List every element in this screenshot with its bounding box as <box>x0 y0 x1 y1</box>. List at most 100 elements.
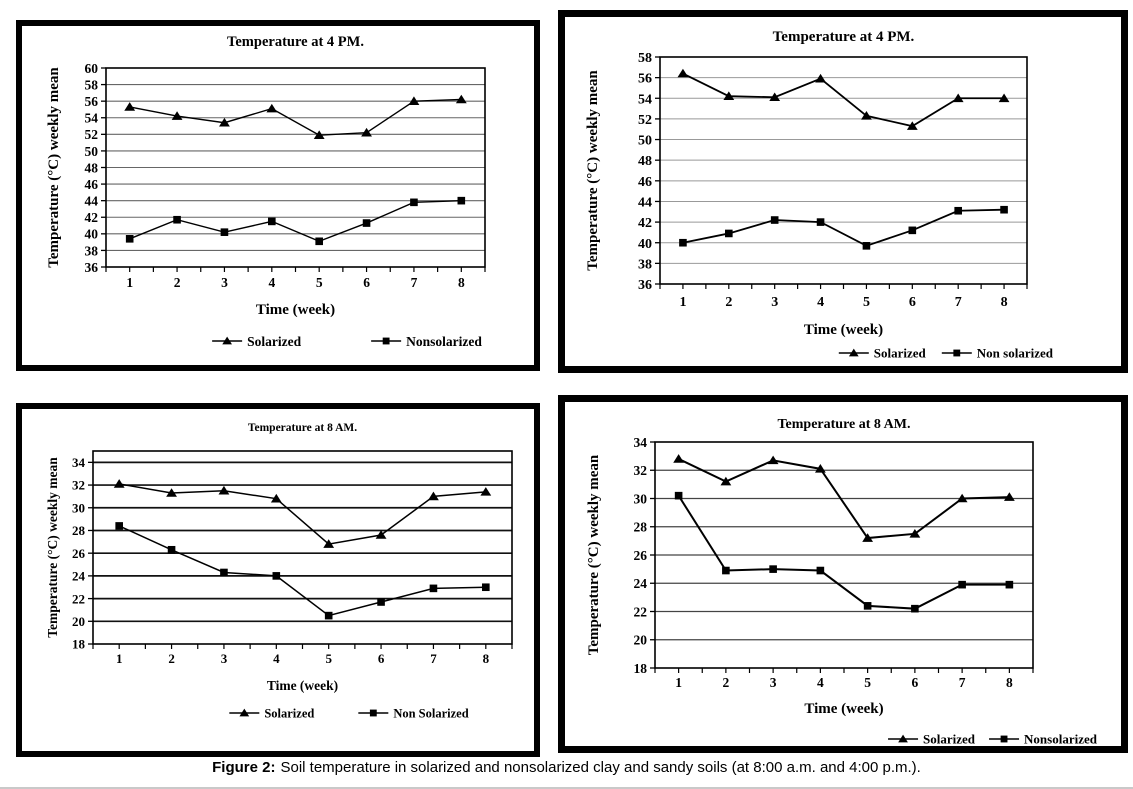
svg-text:Solarized: Solarized <box>874 346 927 361</box>
svg-text:7: 7 <box>411 275 418 290</box>
svg-text:Time (week): Time (week) <box>804 322 883 338</box>
svg-text:6: 6 <box>909 295 916 310</box>
svg-text:Temperature (°C) weekly mean: Temperature (°C) weekly mean <box>45 457 60 638</box>
x-axis: 1 2 3 4 5 6 7 8 <box>659 284 1028 310</box>
svg-text:30: 30 <box>634 491 648 506</box>
svg-text:30: 30 <box>72 500 85 515</box>
svg-text:40: 40 <box>85 227 99 242</box>
svg-text:8: 8 <box>483 651 490 666</box>
svg-text:6: 6 <box>363 275 370 290</box>
svg-text:Solarized: Solarized <box>264 707 314 721</box>
svg-text:18: 18 <box>72 637 86 652</box>
y-axis-title: Temperature (°C) weekly mean <box>46 67 62 268</box>
svg-text:52: 52 <box>85 127 99 142</box>
svg-text:6: 6 <box>378 651 385 666</box>
page-bottom-divider <box>0 787 1133 789</box>
figure-caption-text: Soil temperature in solarized and nonsol… <box>280 759 921 776</box>
svg-text:Temperature at 4 PM.: Temperature at 4 PM. <box>773 29 915 45</box>
svg-text:Temperature (°C) weekly mean: Temperature (°C) weekly mean <box>585 70 601 271</box>
legend: Solarized Non solarized <box>838 346 1054 361</box>
svg-text:32: 32 <box>634 463 648 478</box>
gridlines <box>93 461 512 623</box>
svg-text:42: 42 <box>638 216 652 231</box>
svg-text:4: 4 <box>817 295 824 310</box>
svg-text:Temperature at 8 AM.: Temperature at 8 AM. <box>248 422 357 434</box>
figure-panel-top-left: 36 38 40 42 44 46 48 50 52 54 56 58 60 1 2 3 4 5 6 7 8 Temper… <box>16 20 540 371</box>
y-axis-title: Temperature (°C) weekly mean <box>586 454 602 655</box>
svg-text:5: 5 <box>316 275 323 290</box>
svg-text:34: 34 <box>634 435 648 450</box>
figure-caption-label: Figure 2: <box>212 759 276 776</box>
svg-text:44: 44 <box>85 194 99 209</box>
svg-text:58: 58 <box>638 51 652 66</box>
x-axis: 1 2 3 4 5 6 7 8 <box>654 668 1034 690</box>
svg-text:Solarized: Solarized <box>923 732 976 746</box>
svg-text:5: 5 <box>864 675 871 690</box>
svg-text:4: 4 <box>273 651 280 666</box>
svg-text:6: 6 <box>912 675 919 690</box>
svg-text:Nonsolarized: Nonsolarized <box>1024 732 1098 746</box>
x-axis-title: Time (week) <box>256 302 335 318</box>
y-axis: 36 38 40 42 44 46 48 50 52 54 56 58 <box>638 51 660 293</box>
svg-text:4: 4 <box>817 675 824 690</box>
svg-text:3: 3 <box>770 675 777 690</box>
figure-caption: Figure 2: Soil temperature in solarized a… <box>0 759 1133 776</box>
svg-text:24: 24 <box>72 569 86 584</box>
svg-text:42: 42 <box>85 210 99 225</box>
svg-text:60: 60 <box>85 61 99 76</box>
series-nonsolarized <box>125 196 466 246</box>
svg-text:34: 34 <box>72 455 86 470</box>
svg-text:26: 26 <box>634 548 648 563</box>
svg-text:7: 7 <box>959 675 966 690</box>
svg-text:2: 2 <box>725 295 732 310</box>
svg-text:Temperature (°C) weekly mean: Temperature (°C) weekly mean <box>586 454 602 655</box>
svg-text:22: 22 <box>72 591 85 606</box>
series-nonsolarized <box>674 491 1014 613</box>
svg-text:48: 48 <box>638 154 652 169</box>
series-non-solarized <box>679 205 1008 250</box>
svg-text:18: 18 <box>634 661 648 676</box>
legend: Solarized Non Solarized <box>229 707 469 721</box>
svg-text:8: 8 <box>1006 675 1013 690</box>
x-axis-title: Time (week) <box>804 322 883 338</box>
svg-text:20: 20 <box>634 633 648 648</box>
y-axis-title: Temperature (°C) weekly mean <box>585 70 601 271</box>
svg-text:46: 46 <box>638 175 652 190</box>
svg-text:22: 22 <box>634 604 648 619</box>
svg-text:2: 2 <box>723 675 730 690</box>
svg-text:58: 58 <box>85 77 99 92</box>
x-axis: 1 2 3 4 5 6 7 8 <box>92 644 513 666</box>
plot-border <box>659 56 1028 285</box>
series-non-solarized <box>115 522 490 620</box>
svg-text:4: 4 <box>268 275 275 290</box>
series-solarized <box>113 479 492 548</box>
svg-text:54: 54 <box>85 111 99 126</box>
svg-text:8: 8 <box>1001 295 1008 310</box>
figure-panel-bottom-left: 18 20 22 24 26 28 30 32 34 1 2 3 4 5 6 7 8 Temperature at… <box>16 403 540 757</box>
svg-text:Nonsolarized: Nonsolarized <box>406 334 482 349</box>
chart-title: Temperature at 8 AM. <box>248 422 357 434</box>
svg-text:Temperature at 4 PM.: Temperature at 4 PM. <box>227 34 364 50</box>
svg-text:7: 7 <box>430 651 437 666</box>
svg-text:56: 56 <box>638 72 652 87</box>
x-axis: 1 2 3 4 5 6 7 8 <box>105 267 486 290</box>
svg-text:1: 1 <box>126 275 133 290</box>
svg-text:50: 50 <box>638 134 652 149</box>
series-solarized <box>677 68 1010 130</box>
svg-text:3: 3 <box>771 295 778 310</box>
svg-text:24: 24 <box>634 576 648 591</box>
svg-text:26: 26 <box>72 546 86 561</box>
svg-text:5: 5 <box>863 295 870 310</box>
svg-text:52: 52 <box>638 113 652 128</box>
legend: Solarized Nonsolarized <box>212 334 482 349</box>
svg-text:Time (week): Time (week) <box>804 701 883 717</box>
y-axis-title: Temperature (°C) weekly mean <box>45 457 60 638</box>
svg-text:8: 8 <box>458 275 465 290</box>
figure-panel-top-right: 36 38 40 42 44 46 48 50 52 54 56 58 1 2 3 4 5 6 7 8 Temperat… <box>558 10 1128 373</box>
svg-text:1: 1 <box>679 295 686 310</box>
svg-text:56: 56 <box>85 94 99 109</box>
svg-text:1: 1 <box>116 651 123 666</box>
svg-text:3: 3 <box>221 651 228 666</box>
